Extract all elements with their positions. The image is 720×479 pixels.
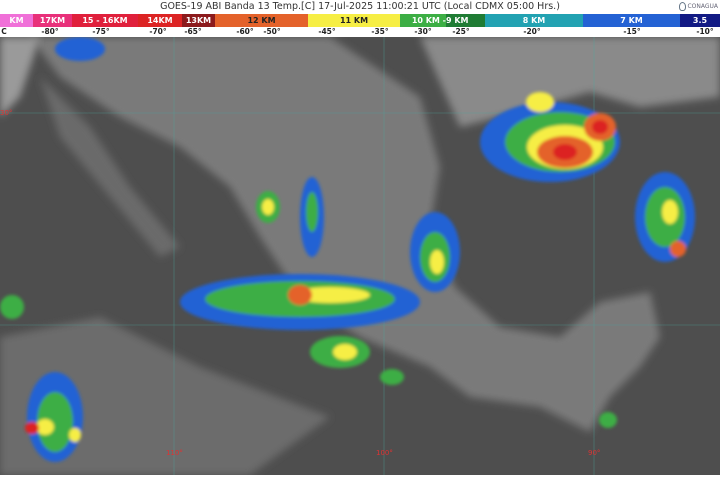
temp-tick: -35° [371, 27, 389, 36]
temperature-scale: C -80° -75° -70° -65° -60° -50° -45° -35… [0, 27, 720, 37]
temp-tick: -45° [318, 27, 336, 36]
legend-segment: 3.5 [680, 14, 720, 27]
convective-clouds [0, 37, 695, 462]
image-title: GOES-19 ABI Banda 13 Temp.[C] 17-Jul-202… [0, 0, 720, 14]
legend-segment: 11 KM [308, 14, 400, 27]
temp-tick: -80° [41, 27, 59, 36]
temp-tick: -10° [696, 27, 714, 36]
temp-tick: -15° [623, 27, 641, 36]
baja-california [40, 77, 180, 257]
satellite-imagery [0, 37, 720, 475]
legend-segment: 8 KM [485, 14, 583, 27]
west-clouds [0, 37, 40, 117]
satellite-image: 30° 110° 100° 90° [0, 37, 720, 475]
latitude-label: 30° [0, 109, 13, 117]
color-scale-legend: KM 17KM 15 - 16KM 14KM 13KM 12 KM 11 KM … [0, 14, 720, 27]
longitude-label: 100° [376, 449, 393, 457]
temp-tick: -65° [184, 27, 202, 36]
pacific-clouds [0, 317, 330, 475]
legend-segment: 7 KM [583, 14, 680, 27]
legend-segment: 14KM [138, 14, 182, 27]
longitude-label: 110° [166, 449, 183, 457]
temp-tick: -30° [414, 27, 432, 36]
temp-tick: -25° [452, 27, 470, 36]
legend-segment: 15 - 16KM [72, 14, 138, 27]
temp-tick: -70° [149, 27, 167, 36]
conagua-logo-icon [679, 2, 687, 11]
logo-text: CONAGUA [687, 3, 718, 10]
legend-segment: 9 KM [446, 14, 485, 27]
legend-segment: 12 KM [215, 14, 308, 27]
temp-tick: -75° [92, 27, 110, 36]
legend-segment: 13KM [182, 14, 215, 27]
usa-landmass [420, 37, 720, 127]
legend-segment: 17KM [33, 14, 72, 27]
temp-tick: -50° [263, 27, 281, 36]
legend-segment: 10 KM - [400, 14, 446, 27]
legend-segment: KM [0, 14, 33, 27]
longitude-label: 90° [588, 449, 601, 457]
temp-tick: -60° [236, 27, 254, 36]
temp-tick: C [1, 27, 7, 36]
conagua-logo: CONAGUA [679, 2, 718, 11]
temp-tick: -20° [523, 27, 541, 36]
mexico-landmass [30, 37, 660, 432]
